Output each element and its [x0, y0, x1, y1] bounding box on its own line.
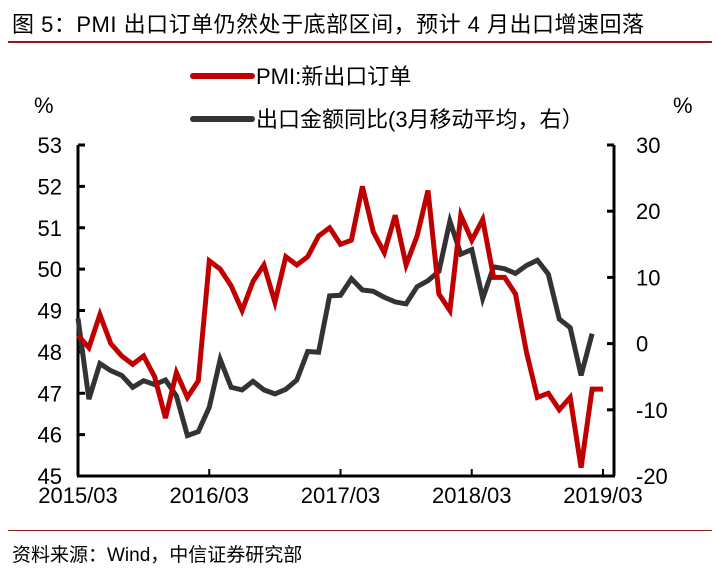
left-tick-label: 52 [38, 174, 62, 199]
x-tick-label: 2017/03 [301, 483, 381, 508]
right-tick-label: -20 [636, 464, 668, 489]
left-tick-label: 48 [38, 340, 62, 365]
series-line-pmi-new-export-orders [76, 185, 603, 469]
left-tick-label: 45 [38, 464, 62, 489]
left-tick-label: 50 [38, 257, 62, 282]
right-tick-label: 0 [636, 332, 648, 357]
right-tick-label: 10 [636, 265, 660, 290]
legend-label-pmi: PMI:新出口订单 [256, 64, 411, 89]
left-tick-label: 49 [38, 299, 62, 324]
right-axis: -20 -10 0 10 20 30 [607, 133, 668, 489]
x-tick-label: 2016/03 [169, 483, 249, 508]
title-divider [8, 41, 712, 43]
series-line-export-growth [75, 211, 595, 439]
left-tick-label: 47 [38, 381, 62, 406]
left-tick-label: 51 [38, 216, 62, 241]
x-tick-label: 2019/03 [563, 483, 643, 508]
source-note: 资料来源：Wind，中信证券研究部 [12, 545, 303, 566]
left-axis-unit: % [34, 93, 54, 118]
right-tick-label: 20 [636, 199, 660, 224]
right-tick-label: -10 [636, 398, 668, 423]
legend-label-export: 出口金额同比(3月移动平均，右） [256, 107, 584, 132]
figure-title: 图 5：PMI 出口订单仍然处于底部区间，预计 4 月出口增速回落 [12, 12, 645, 37]
left-axis: 45 46 47 48 49 50 51 52 53 [38, 133, 85, 489]
left-tick-label: 53 [38, 133, 62, 158]
footer-divider [8, 530, 712, 531]
left-tick-label: 46 [38, 423, 62, 448]
x-tick-label: 2015/03 [38, 483, 118, 508]
dual-axis-line-chart: PMI:新出口订单 出口金额同比(3月移动平均，右） % % 454647484… [34, 64, 693, 508]
right-tick-label: 30 [636, 133, 660, 158]
x-axis: 2015/03 2016/03 2017/03 2018/03 2019/03 [38, 469, 643, 508]
legend: PMI:新出口订单 出口金额同比(3月移动平均，右） [190, 64, 584, 132]
x-tick-label: 2018/03 [432, 483, 512, 508]
right-axis-unit: % [673, 93, 693, 118]
